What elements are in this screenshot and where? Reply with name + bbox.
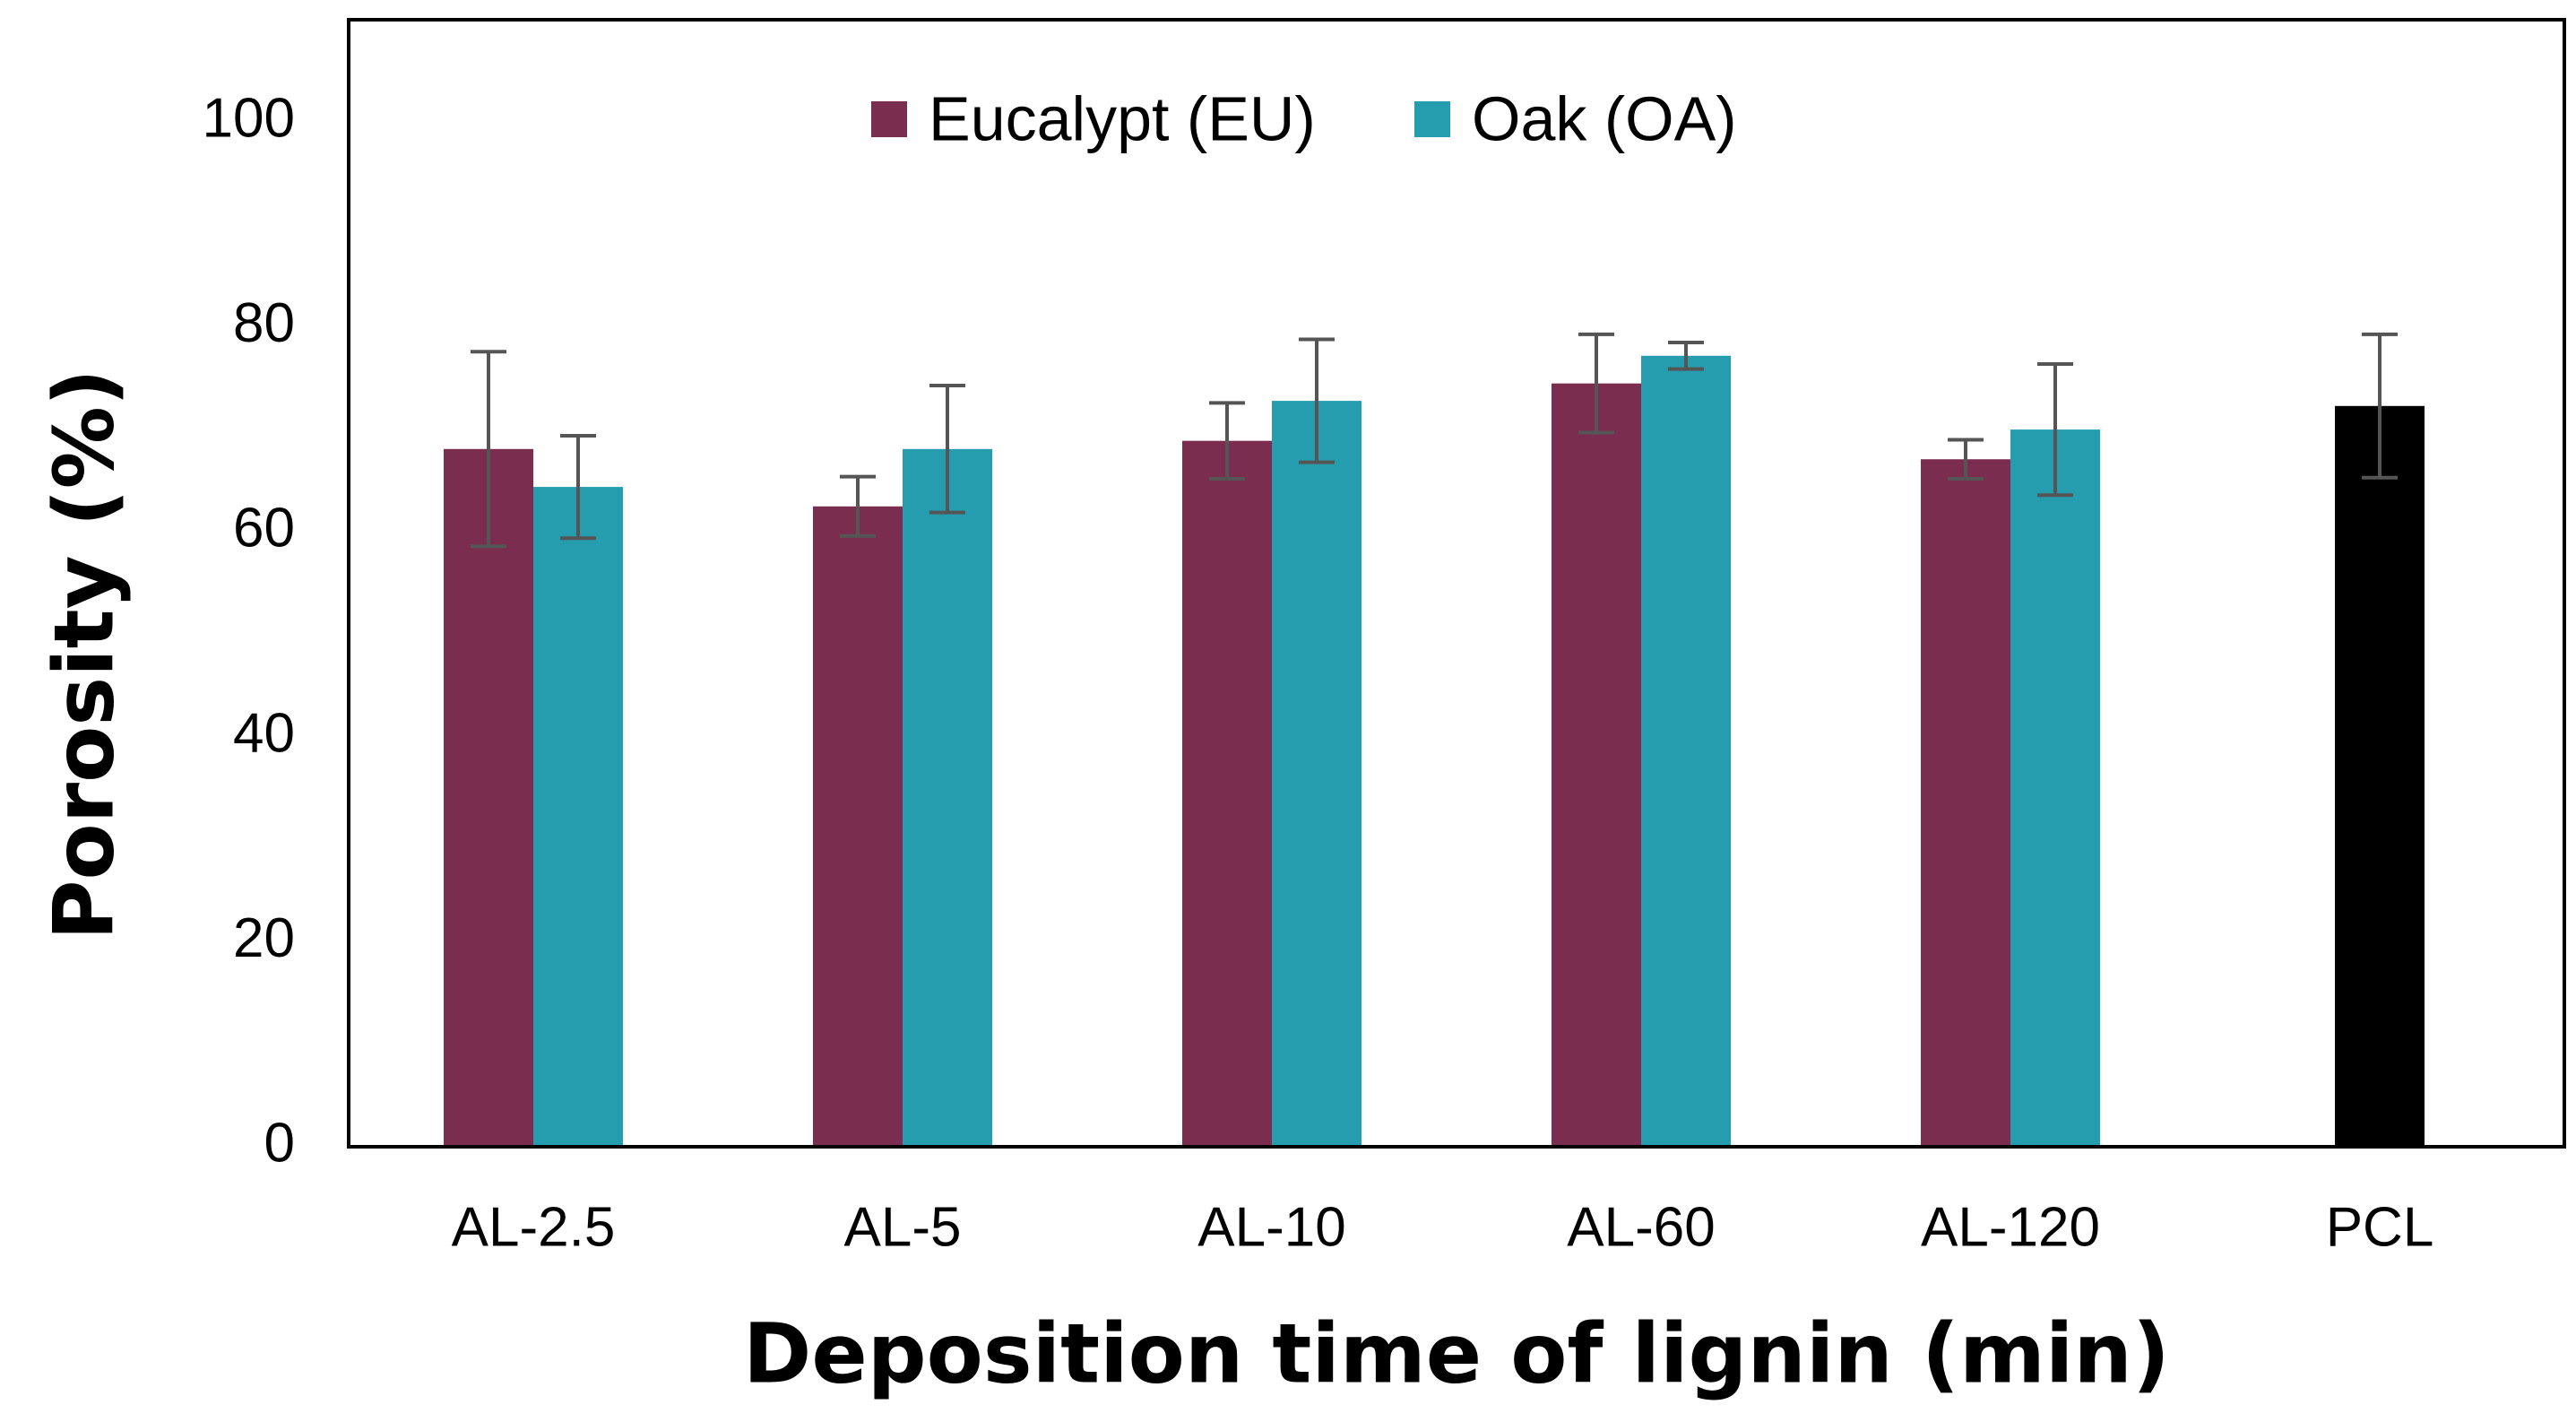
x-axis-title: Deposition time of lignin (min) [743, 1305, 2170, 1401]
bar-oak-oa-al-10 [1272, 401, 1361, 1147]
x-category-label-al-120: AL-120 [1921, 1196, 2100, 1258]
x-category-label-pcl: PCL [2326, 1196, 2434, 1258]
y-axis-ticks: 0 20 40 60 80 100 [203, 88, 295, 1175]
legend-swatch-eucalypt [871, 101, 907, 137]
legend-swatch-oak [1414, 101, 1450, 137]
error-bar-oak-oa-al-2-5 [560, 433, 596, 541]
error-bar-eucalypt-eu-al-5 [840, 474, 876, 538]
x-category-label-al-2-5: AL-2.5 [452, 1196, 616, 1258]
error-bar-eucalypt-eu-al-60 [1578, 332, 1614, 435]
bar-eucalypt-eu-al-120 [1921, 459, 2010, 1147]
bar-pcl-pcl [2335, 405, 2425, 1147]
error-bar-oak-oa-al-10 [1299, 337, 1335, 464]
x-axis-categories: AL-2.5 AL-5 AL-10 AL-60 AL-120 PCL [452, 1196, 2434, 1258]
bar-eucalypt-eu-al-10 [1182, 440, 1272, 1148]
error-bar-eucalypt-eu-al-10 [1209, 401, 1245, 481]
y-tick-label-100: 100 [203, 88, 295, 150]
bar-oak-oa-al-5 [903, 448, 992, 1147]
error-bar-pcl-pcl [2362, 332, 2398, 480]
error-bar-oak-oa-al-5 [929, 383, 965, 515]
bar-eucalypt-eu-al-5 [813, 506, 903, 1147]
bar-oak-oa-al-60 [1641, 355, 1731, 1147]
y-tick-label-80: 80 [233, 292, 295, 354]
y-axis-title: Porosity (%) [36, 369, 132, 941]
bar-eucalypt-eu-al-60 [1552, 383, 1641, 1147]
x-category-label-al-60: AL-60 [1567, 1196, 1715, 1258]
bar-oak-oa-al-120 [2010, 429, 2100, 1147]
error-bar-eucalypt-eu-al-120 [1948, 438, 1984, 481]
legend-label-eucalypt: Eucalypt (EU) [929, 83, 1316, 153]
bar-eucalypt-eu-al-2-5 [444, 448, 533, 1147]
y-tick-label-20: 20 [233, 907, 295, 969]
x-category-label-al-5: AL-5 [844, 1196, 962, 1258]
y-tick-label-60: 60 [233, 498, 295, 559]
y-tick-label-40: 40 [233, 702, 295, 764]
y-tick-label-0: 0 [264, 1112, 295, 1174]
bar-oak-oa-al-2-5 [533, 487, 623, 1147]
error-bar-eucalypt-eu-al-2-5 [471, 350, 506, 549]
legend-label-oak: Oak (OA) [1472, 83, 1737, 153]
error-bar-oak-oa-al-120 [2037, 361, 2073, 498]
x-category-label-al-10: AL-10 [1197, 1196, 1345, 1258]
error-bar-oak-oa-al-60 [1668, 340, 1704, 371]
legend: Eucalypt (EU) Oak (OA) [871, 83, 1737, 153]
bars-layer [444, 355, 2425, 1148]
error-bars-layer [471, 332, 2398, 549]
plot-area-frame [347, 18, 2566, 1149]
